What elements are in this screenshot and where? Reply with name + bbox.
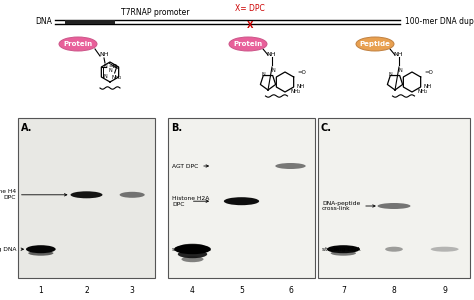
Ellipse shape [71, 191, 102, 198]
Text: =O: =O [109, 64, 117, 70]
Ellipse shape [356, 37, 394, 51]
Bar [168, 118, 315, 278]
Ellipse shape [180, 244, 205, 249]
Text: NH: NH [266, 52, 275, 56]
Text: NH: NH [99, 52, 109, 58]
Text: NH: NH [393, 52, 402, 56]
Text: T7RNAP promoter: T7RNAP promoter [121, 8, 189, 17]
Text: 7: 7 [341, 286, 346, 295]
Text: 3: 3 [130, 286, 135, 295]
Text: N: N [261, 71, 265, 76]
Ellipse shape [275, 163, 306, 169]
Ellipse shape [182, 256, 203, 262]
Ellipse shape [59, 37, 97, 51]
Text: AGT DPC: AGT DPC [172, 164, 209, 169]
Ellipse shape [331, 251, 356, 256]
Text: NH: NH [297, 83, 305, 88]
Text: Histone H4
DPC: Histone H4 DPC [0, 189, 67, 200]
Text: X: X [247, 21, 253, 30]
Text: =O: =O [424, 70, 433, 74]
Text: 5: 5 [239, 286, 244, 295]
Text: N: N [388, 71, 392, 76]
Text: N: N [113, 64, 117, 70]
Ellipse shape [385, 247, 403, 252]
Ellipse shape [28, 251, 54, 256]
Text: N: N [271, 68, 275, 73]
Ellipse shape [229, 37, 267, 51]
Text: A.: A. [21, 123, 32, 133]
Text: 8: 8 [392, 286, 396, 295]
Text: =O: =O [297, 70, 306, 74]
Text: DNA-peptide
cross-link: DNA-peptide cross-link [322, 201, 375, 212]
Text: Peptide: Peptide [360, 41, 391, 47]
Ellipse shape [224, 197, 259, 205]
Text: C.: C. [321, 123, 332, 133]
Ellipse shape [174, 244, 211, 254]
Text: NH: NH [424, 83, 432, 88]
Ellipse shape [119, 192, 145, 198]
Ellipse shape [327, 245, 360, 253]
Bar [65, 20, 115, 24]
Text: NH₂: NH₂ [291, 89, 301, 94]
Text: B.: B. [171, 123, 182, 133]
Text: N: N [109, 68, 112, 74]
Ellipse shape [26, 245, 55, 253]
Text: 9: 9 [442, 286, 447, 295]
Text: NH₂: NH₂ [112, 75, 122, 80]
Text: Histone H2A
DPC: Histone H2A DPC [172, 196, 210, 207]
Bar [318, 118, 470, 278]
Text: 1: 1 [38, 286, 43, 295]
Text: starting DNA: starting DNA [322, 247, 361, 252]
Text: DNA: DNA [35, 17, 52, 26]
Text: NH₂: NH₂ [418, 89, 428, 94]
Ellipse shape [377, 203, 410, 209]
Text: 6: 6 [288, 286, 293, 295]
Text: X= DPC: X= DPC [235, 4, 265, 13]
Text: Protein: Protein [233, 41, 263, 47]
Text: 100-mer DNA duplex: 100-mer DNA duplex [405, 17, 474, 26]
Text: N: N [103, 64, 107, 70]
Text: Protein: Protein [64, 41, 92, 47]
Text: N: N [398, 68, 402, 73]
Text: 2: 2 [84, 286, 89, 295]
Text: N: N [103, 74, 107, 80]
Ellipse shape [178, 250, 207, 258]
Text: starting DNA: starting DNA [172, 247, 210, 252]
Bar [18, 118, 155, 278]
Text: 4: 4 [190, 286, 195, 295]
Text: starting DNA: starting DNA [0, 247, 23, 252]
Ellipse shape [431, 247, 459, 252]
